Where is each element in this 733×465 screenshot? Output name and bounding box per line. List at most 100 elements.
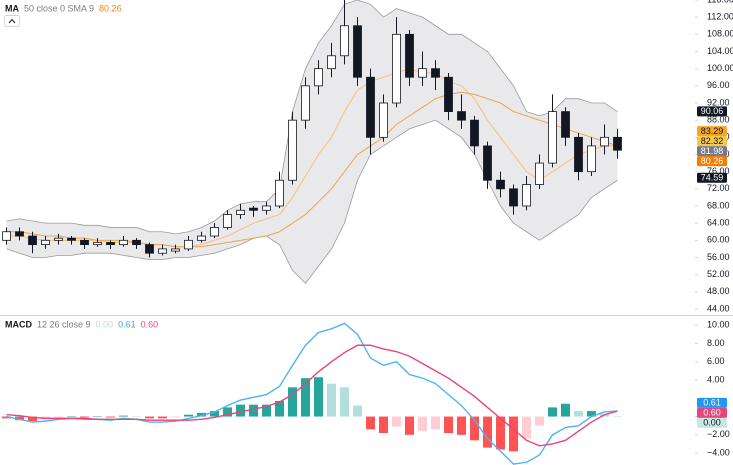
price-badge-label: 80.26 [701,156,724,166]
histogram-bar [483,416,492,448]
candle-body [457,111,466,121]
histogram-bar [535,416,544,426]
histogram-bar [262,404,271,417]
candle-body [80,239,89,246]
price-badge-label: 81.98 [701,146,724,156]
price-badge [697,126,727,137]
histogram-bar [132,416,141,418]
histogram-bar [236,404,245,417]
candle-body [184,239,193,250]
candle-body [249,207,258,211]
histogram-bar [418,416,427,432]
y-tick-label: 60.00 [707,235,730,245]
candle-body [210,227,219,237]
candle-body [379,102,388,138]
histogram-bar [2,416,11,419]
y-tick-label: 48.00 [707,286,730,296]
legend-text: 0.00 [96,319,114,329]
candle-body [418,68,427,78]
button-frame[interactable] [4,15,20,27]
candle-body [496,179,505,190]
price-badge-label: 90.06 [701,106,724,116]
histogram-bar [470,416,479,441]
band-fill [6,0,618,284]
candle-body [236,209,245,215]
y-tick-label: 88.00 [707,115,730,125]
histogram-bar [28,416,37,422]
y-tick-label: −4.00 [707,447,730,457]
candle-body [2,231,11,241]
legend-text: MACD [5,319,32,329]
candle-body [41,239,50,246]
y-tick-label: 104.00 [707,46,733,56]
histogram-bar [93,416,102,418]
histogram-bar [158,416,167,419]
candle-body [340,25,349,57]
band-upper [6,0,618,235]
histogram-bar [171,416,180,418]
candle-body [353,25,362,78]
histogram-bar [67,416,76,418]
histogram-bar [431,416,440,430]
price-badge-label: 0.61 [703,398,721,408]
y-tick-label: 64.00 [707,218,730,228]
candle-body [327,55,336,70]
y-tick-label: 96.00 [707,80,730,90]
y-tick-label: 112.00 [707,12,733,22]
candle-body [106,242,115,246]
y-tick-label: 68.00 [707,200,730,210]
signal-line [6,344,618,447]
price-badge [697,146,727,157]
candle-body [223,214,232,228]
chevron-icon[interactable] [8,18,16,24]
y-tick-label: 108.00 [707,29,733,39]
legend-text: 0.60 [141,319,159,329]
candle-body [405,33,414,78]
candle-body [444,76,453,112]
candle-body [145,244,154,254]
histogram-bar [587,411,596,417]
y-tick-label: 76.00 [707,166,730,176]
histogram-bar [340,387,349,417]
band-lower [6,119,618,284]
collapse-button[interactable] [4,15,20,27]
histogram-bar [444,416,453,434]
y-tick-label: 44.00 [707,303,730,313]
candle-body [470,119,479,147]
y-tick-label: 10.00 [707,320,730,330]
histogram-bar [223,407,232,417]
price-badge [697,407,727,418]
histogram-bar [353,405,362,417]
histogram-bar [392,416,401,427]
price-badge-label: 0.60 [703,408,721,418]
y-tick-label: 4.00 [707,374,725,384]
legend-text: MA [5,3,19,13]
histogram-bar [184,414,193,417]
candle-body [275,179,284,207]
histogram-bar [548,407,557,417]
candle-body [366,76,375,138]
candle-body [132,239,141,246]
candle-body [587,145,596,173]
y-tick-label: 116.00 [707,0,733,4]
candle-body [314,68,323,87]
price-badge-label: 83.29 [701,126,724,136]
price-badge [697,397,727,408]
y-tick-label: 92.00 [707,97,730,107]
y-tick-label: 52.00 [707,269,730,279]
macd-line [6,322,618,465]
histogram-bar [457,416,466,435]
histogram-bar [522,416,531,439]
candle-body [548,111,557,164]
histogram-bar [15,416,24,421]
histogram-bar [197,412,206,417]
histogram-bar [327,383,336,417]
candle-body [262,205,271,211]
candle-body [28,235,37,246]
histogram-bar [405,416,414,435]
candle-body [431,68,440,78]
histogram-bar [249,404,258,417]
price-badge [697,172,727,183]
